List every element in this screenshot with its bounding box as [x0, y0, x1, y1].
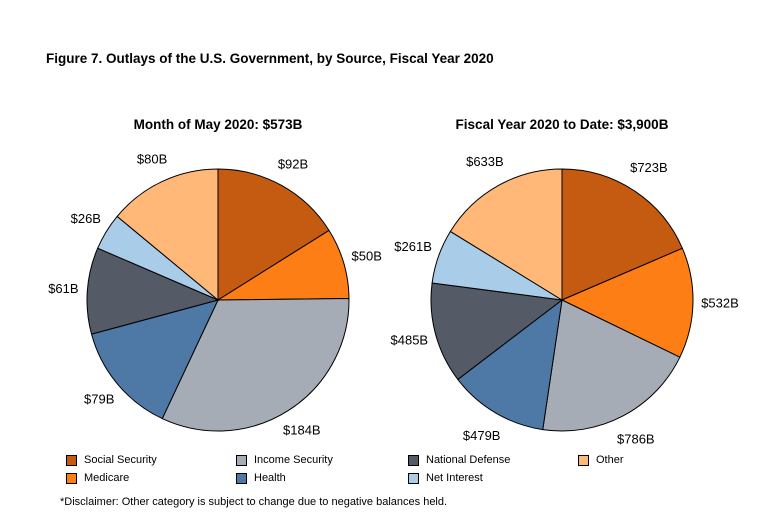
slice-value-label: $723B	[630, 160, 668, 175]
legend-swatch	[236, 454, 247, 466]
legend-label: Income Security	[254, 454, 333, 466]
pie-slice-other	[449, 168, 563, 301]
legend-label: Other	[596, 454, 624, 466]
slice-value-label: $79B	[84, 392, 114, 407]
slice-value-label: $532B	[701, 296, 739, 311]
legend-item-health: Health	[236, 472, 286, 484]
pie-slice-health	[457, 298, 563, 431]
legend-swatch	[66, 454, 77, 466]
pie-slice-income-security	[542, 299, 681, 432]
slice-value-label: $80B	[137, 152, 167, 167]
pie-slice-social-security	[561, 168, 684, 301]
legend-label: Net Interest	[426, 472, 483, 484]
slice-value-label: $92B	[278, 156, 308, 171]
legend-item-net-interest: Net Interest	[408, 472, 483, 484]
pie-slice-income-security	[161, 298, 350, 432]
legend-label: Health	[254, 472, 286, 484]
slice-value-label: $261B	[394, 239, 432, 254]
pie-slice-national-defense	[86, 247, 220, 335]
legend-item-medicare: Medicare	[66, 472, 129, 484]
legend-item-income-security: Income Security	[236, 454, 333, 466]
legend-swatch	[66, 472, 77, 484]
legend-item-other: Other	[578, 454, 624, 466]
legend-swatch	[236, 472, 247, 484]
legend-swatch	[408, 472, 419, 484]
legend-label: Medicare	[84, 472, 130, 484]
legend-item-social-security: Social Security	[66, 454, 157, 466]
legend-swatch	[578, 454, 589, 466]
chart-title-fytd: Fiscal Year 2020 to Date: $3,900B	[455, 117, 669, 132]
slice-value-label: $479B	[463, 428, 501, 443]
legend-swatch	[408, 454, 419, 466]
slice-value-label: $633B	[466, 154, 504, 169]
legend-label: National Defense	[426, 454, 511, 466]
pie-slice-other	[116, 168, 219, 302]
slice-value-label: $61B	[48, 281, 78, 296]
pie-slice-national-defense	[430, 282, 564, 381]
slice-value-label: $26B	[71, 211, 101, 226]
slice-value-label: $184B	[283, 422, 321, 437]
legend-item-national-defense: National Defense	[408, 454, 510, 466]
pie-slice-medicare	[560, 247, 694, 358]
slice-value-label: $485B	[391, 333, 429, 348]
slice-value-label: $786B	[617, 432, 655, 447]
slice-value-label: $50B	[352, 248, 382, 263]
figure-title: Figure 7. Outlays of the U.S. Government…	[46, 51, 494, 66]
disclaimer: *Disclaimer: Other category is subject t…	[60, 496, 448, 508]
chart-title-may: Month of May 2020: $573B	[133, 117, 303, 132]
legend-label: Social Security	[84, 454, 157, 466]
pie-slice-social-security	[217, 168, 330, 301]
pie-slice-health	[90, 299, 219, 420]
